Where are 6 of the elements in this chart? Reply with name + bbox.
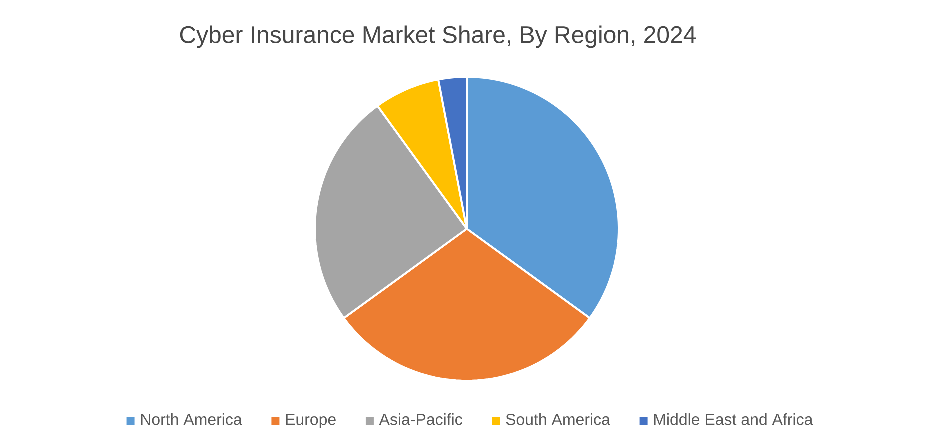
- legend-label: Middle East and Africa: [654, 414, 814, 426]
- legend-label: North America: [141, 414, 242, 426]
- legend-label: South America: [506, 414, 610, 426]
- legend-label: Europe: [286, 414, 336, 428]
- chart-title: Cyber Insurance Market Share, By Region, 2024: [180, 26, 696, 48]
- legend-label: Asia-Pacific: [379, 414, 462, 426]
